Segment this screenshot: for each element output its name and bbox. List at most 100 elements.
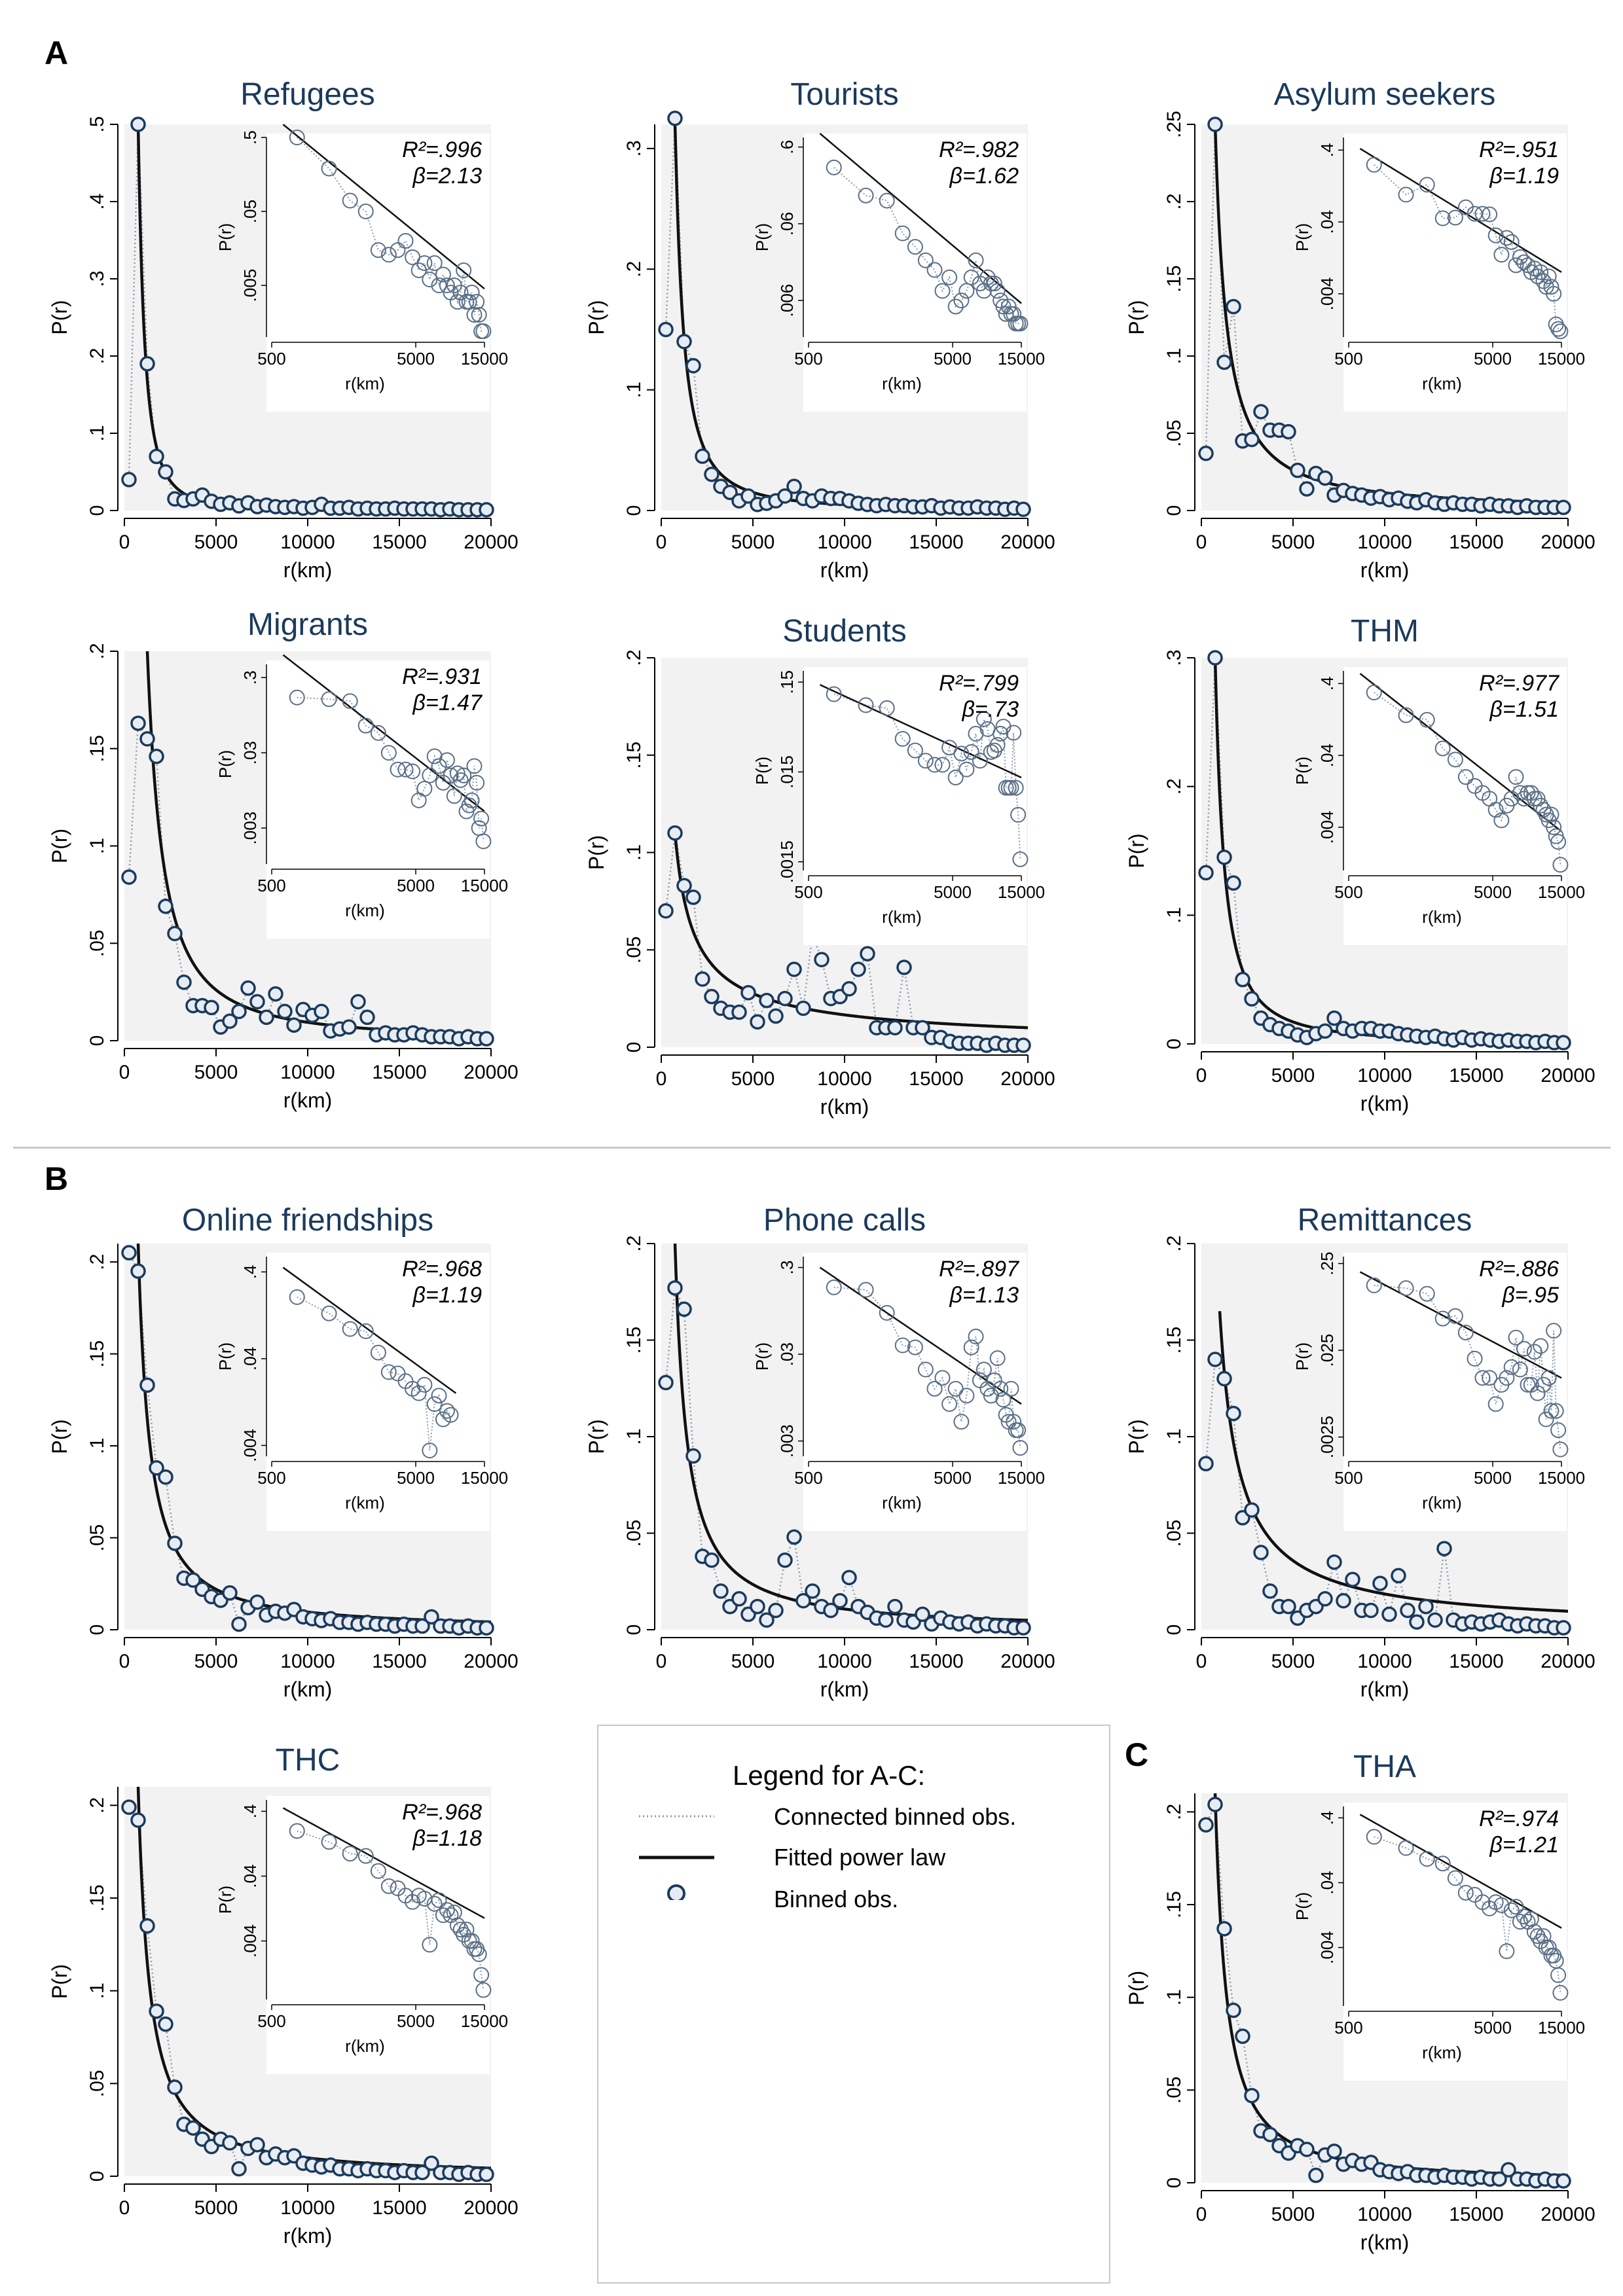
inset-data-point <box>1467 1350 1483 1367</box>
inset-data-point <box>1503 791 1520 807</box>
inset-x-tick-label: 5000 <box>934 882 972 902</box>
inset-x-tick-label: 500 <box>1334 349 1362 368</box>
x-axis-label: r(km) <box>1360 1092 1410 1115</box>
data-point <box>1253 404 1269 420</box>
inset-data-point <box>1543 806 1559 823</box>
inset-x-axis-label: r(km) <box>345 901 385 920</box>
chart-students: Students 0 .05 .1 .15 .2 P(r) 0 5000 10000 15000 20… <box>585 614 1055 1119</box>
inset-data-point <box>963 1339 979 1355</box>
inset-data-point <box>1434 210 1451 226</box>
data-point <box>350 994 366 1010</box>
data-point <box>1226 2002 1241 2018</box>
x-tick-label: 10000 <box>1357 1651 1412 1672</box>
inset-data-point <box>1493 247 1510 263</box>
y-tick-label: .05 <box>1163 420 1185 447</box>
inset-data-point <box>456 767 472 783</box>
x-tick-label: 10000 <box>817 531 871 553</box>
legend-item-connected: Connected binned obs. <box>774 1803 1017 1830</box>
y-tick-label: .05 <box>86 929 108 957</box>
inset-data-point <box>1003 780 1019 796</box>
inset-data-point <box>435 266 451 283</box>
chart-title: THC <box>276 1743 340 1778</box>
inset-data-point <box>1541 268 1557 285</box>
data-point <box>204 999 219 1016</box>
inset-connected-line <box>1374 1836 1561 1993</box>
data-point <box>231 1616 247 1632</box>
data-point <box>1317 470 1333 486</box>
data-point <box>314 1003 329 1020</box>
inset-data-point <box>410 1385 427 1401</box>
x-tick-label: 15000 <box>1449 2204 1503 2225</box>
data-point <box>695 971 710 987</box>
inset-data-point <box>464 792 480 808</box>
chart-title: Remittances <box>1298 1203 1472 1238</box>
data-point <box>1216 1371 1232 1387</box>
inset-connected-line <box>1374 164 1561 332</box>
inset-data-point <box>976 1361 992 1378</box>
inset-fit-line <box>819 684 1022 779</box>
inset-data-point <box>1366 1277 1382 1293</box>
chart-online-friendships: Online friendships 0 .05 .1 .15 .2 P(r) 0 5000 10… <box>48 1203 519 1701</box>
inset-data-point <box>1533 1338 1549 1354</box>
inset-data-point <box>422 272 438 288</box>
data-point <box>860 946 875 961</box>
inset-data-point <box>1010 806 1027 823</box>
x-tick-label: 0 <box>1196 531 1207 553</box>
inset: .4 .04 .004 P(r) 500 5000 15000 r(km) R²=.968β=1… <box>215 1253 508 1531</box>
inset-y-tick-label: .004 <box>1317 1931 1337 1964</box>
x-axis-label: r(km) <box>820 558 869 582</box>
data-point <box>685 1448 701 1464</box>
data-point <box>731 1004 747 1020</box>
inset-data-point <box>989 1350 1006 1367</box>
inset-data-point <box>1503 1359 1520 1375</box>
data-point <box>1400 1602 1415 1619</box>
inset-data-point <box>1529 1385 1546 1401</box>
data-point <box>850 961 866 977</box>
inset-y-tick-label: .3 <box>240 670 260 685</box>
inset-data-point <box>475 323 492 340</box>
inset-x-tick-label: 15000 <box>1538 1468 1585 1488</box>
inset-data-point <box>475 1982 492 1998</box>
inset: .6 .06 .006 P(r) 500 5000 15000 r(km) R²=.982β=1… <box>752 133 1045 412</box>
y-tick-label: 0 <box>623 1624 645 1636</box>
inset-data-point <box>449 294 465 310</box>
inset-data-point <box>1508 257 1524 274</box>
fit-line <box>673 833 1028 1030</box>
y-tick-label: .2 <box>623 261 645 278</box>
inset-y-axis-label: P(r) <box>752 757 772 785</box>
x-axis-label: r(km) <box>283 558 333 582</box>
inset-data-point <box>1366 685 1382 701</box>
data-point <box>676 334 692 350</box>
y-tick-label: .3 <box>86 270 108 287</box>
y-tick-label: 0 <box>86 1624 108 1636</box>
x-tick-label: 10000 <box>1357 2204 1412 2225</box>
data-point <box>249 994 265 1010</box>
inset-data-point <box>1008 780 1024 796</box>
inset-x-tick-label: 15000 <box>1538 2018 1585 2037</box>
x-tick-label: 20000 <box>464 2197 518 2219</box>
data-point <box>1556 2173 1571 2189</box>
y-axis-label: P(r) <box>1125 1419 1148 1454</box>
inset-y-tick-label: .004 <box>1317 811 1337 844</box>
data-point <box>130 715 146 731</box>
y-tick-label: .15 <box>86 1884 108 1912</box>
data-point <box>277 1003 293 1020</box>
inset: .3 .03 .003 P(r) 500 5000 15000 r(km) R²=.931β=1… <box>215 654 508 939</box>
inset-y-tick-label: .5 <box>240 130 260 145</box>
inset-data-point <box>826 159 842 175</box>
y-tick-label: .1 <box>86 425 108 441</box>
inset-data-point <box>941 1396 958 1412</box>
y-tick-label: .05 <box>623 1520 645 1547</box>
inset-x-axis-label: r(km) <box>1422 2043 1462 2062</box>
data-point <box>1556 1620 1571 1636</box>
inset-data-point <box>972 753 988 769</box>
y-tick-label: 0 <box>1163 505 1185 516</box>
inset-plot-area <box>1349 671 1561 870</box>
chart-asylum-seekers: Asylum seekers 0 .05 .1 .15 .2 .25 P(r) 0 5000 100… <box>1125 77 1596 582</box>
data-point <box>878 1612 894 1628</box>
chart-title: Asylum seekers <box>1274 77 1496 112</box>
inset-data-point <box>405 763 421 780</box>
inset-data-point <box>380 745 397 761</box>
data-point <box>479 1031 494 1047</box>
x-tick-label: 15000 <box>372 1651 426 1672</box>
